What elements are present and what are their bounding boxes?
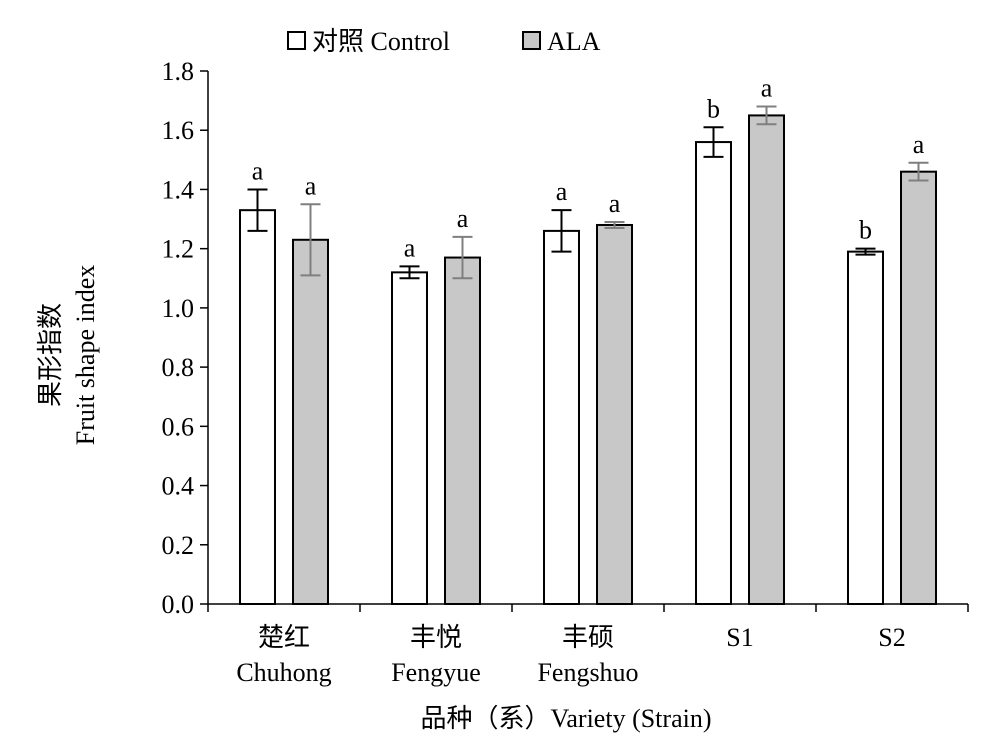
legend: 对照 Control ALA (287, 27, 601, 56)
bar-control (239, 209, 276, 606)
x-axis: 楚红 Chuhong 丰悦 Fengyue 丰硕 Fengshuo S1 S2 (207, 603, 969, 687)
bar-ala (596, 223, 633, 605)
significance-label: a (761, 74, 773, 103)
y-tick-label: 0.0 (162, 590, 195, 619)
y-tick-label: 1.8 (162, 57, 195, 86)
bar-ala (292, 238, 329, 606)
x-tick-label-cn: S2 (878, 623, 905, 652)
significance-label: a (913, 130, 925, 159)
y-tick-label: 1.0 (162, 294, 195, 323)
x-tick-label-cn: 楚红 (258, 623, 310, 652)
y-axis: 0.0 0.2 0.4 0.6 0.8 1.0 1.2 1.4 1.6 1.8 (162, 57, 209, 619)
significance-label: a (404, 233, 416, 262)
bar-control (391, 271, 428, 605)
y-tick-label: 0.6 (162, 412, 195, 441)
bar-control (695, 141, 732, 605)
bar-ala (444, 256, 481, 605)
y-tick-label: 0.8 (162, 353, 195, 382)
y-tick-label: 1.6 (162, 116, 195, 145)
x-axis-title: 品种（系）Variety (Strain) (420, 704, 711, 733)
y-axis-label: 果形指数 Fruit shape index (36, 265, 100, 446)
x-tick-label-en: Fengyue (391, 658, 481, 687)
significance-label: a (609, 189, 621, 218)
y-axis-label-en: Fruit shape index (71, 265, 100, 446)
significance-label: b (859, 216, 872, 245)
bar-ala (900, 170, 937, 606)
legend-label-control: 对照 Control (312, 27, 450, 56)
significance-label: a (305, 171, 317, 200)
y-tick-label: 0.2 (162, 531, 195, 560)
y-axis-label-group: 果形指数 Fruit shape index (36, 265, 100, 446)
significance-label: a (457, 204, 469, 233)
significance-label: a (252, 156, 264, 185)
x-tick-label-en: Chuhong (236, 658, 331, 687)
legend-label-ala: ALA (547, 27, 601, 56)
significance-label: b (707, 94, 720, 123)
significance-label: a (556, 177, 568, 206)
bar-control (543, 229, 580, 605)
bars: a a a a a a b a b a (239, 74, 937, 606)
y-tick-label: 0.4 (162, 472, 195, 501)
x-tick-label-cn: 丰悦 (410, 623, 462, 652)
legend-swatch-ala (522, 31, 541, 50)
y-tick-label: 1.4 (162, 175, 195, 204)
bar-ala (748, 114, 785, 606)
x-tick-label-en: Fengshuo (537, 658, 638, 687)
y-axis-label-cn: 果形指数 (36, 303, 65, 407)
bar-control (847, 250, 884, 605)
y-tick-label: 1.2 (162, 235, 195, 264)
x-axis-label: 品种（系）Variety (Strain) (420, 704, 711, 733)
legend-swatch-control (287, 31, 306, 50)
x-tick-label-cn: S1 (726, 623, 753, 652)
x-tick-label-cn: 丰硕 (562, 623, 614, 652)
